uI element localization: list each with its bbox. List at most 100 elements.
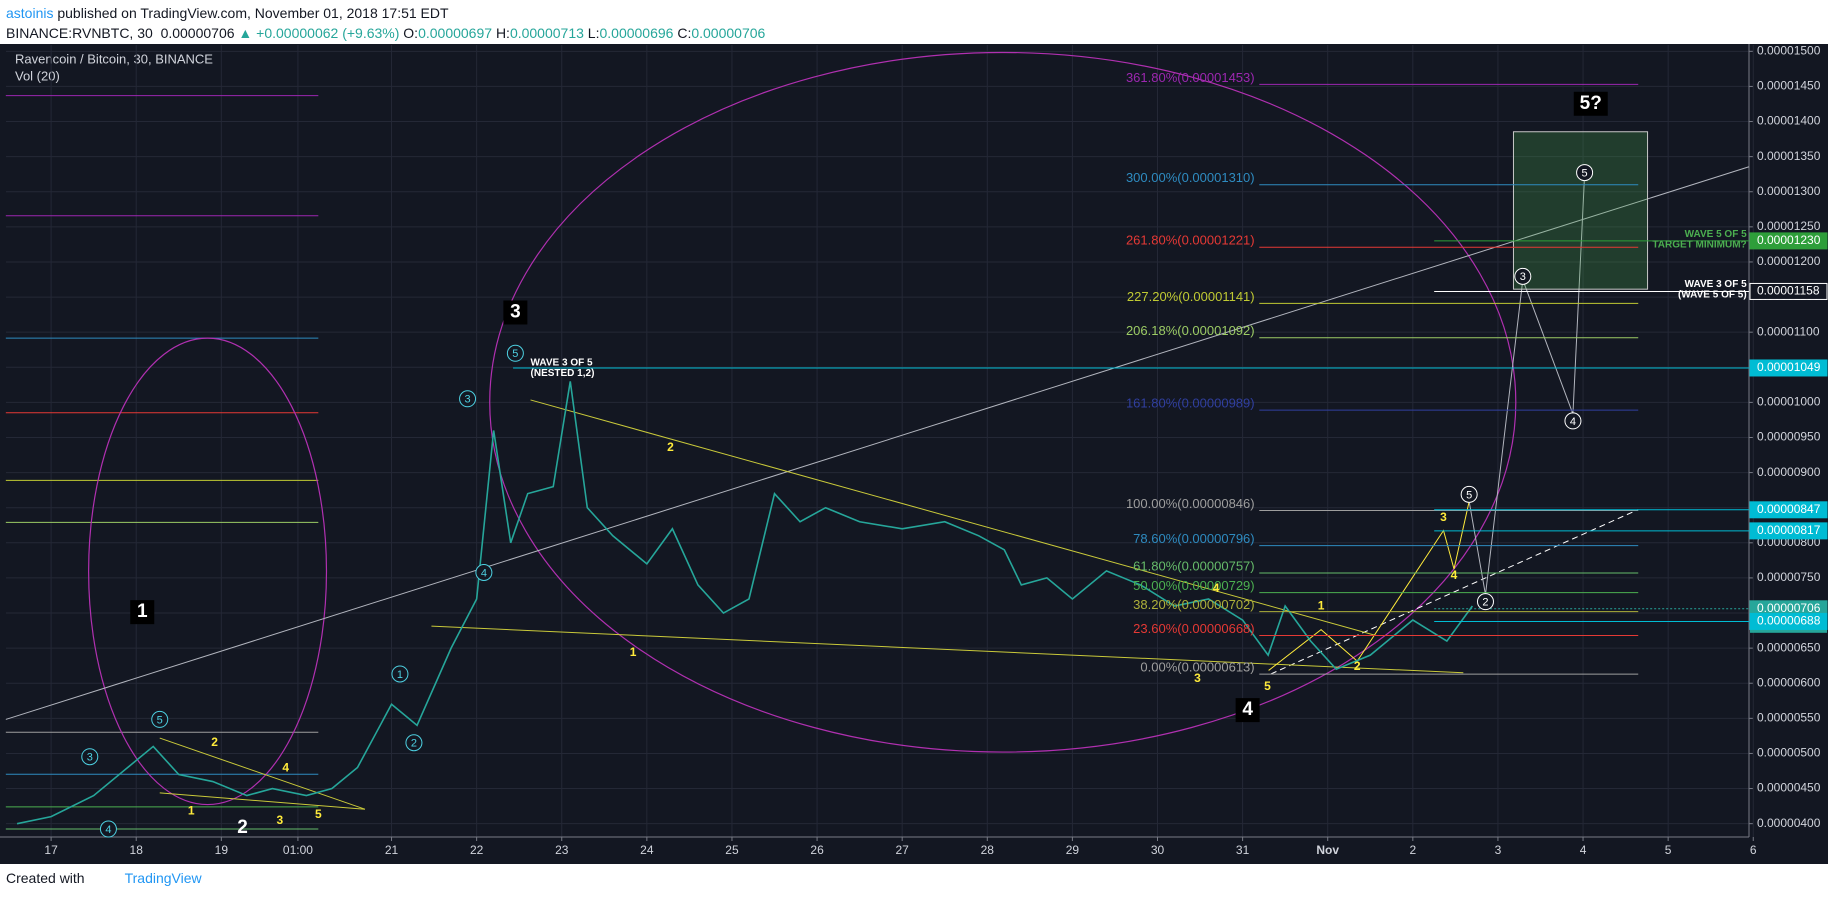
price-marker — [1749, 501, 1828, 519]
circled-label: 5 — [1582, 167, 1588, 179]
y-tick-label: 0.00000750 — [1757, 570, 1821, 584]
header: astoinis published on TradingView.com, N… — [6, 3, 765, 43]
price-marker-label: 0.00000706 — [1757, 601, 1821, 615]
x-tick-label: 30 — [1151, 843, 1165, 857]
x-tick-label: 6 — [1750, 843, 1757, 857]
wave-circle — [99, 820, 117, 838]
circled-label: 3 — [1520, 271, 1526, 283]
circled-label: 5 — [1466, 489, 1472, 501]
x-tick-label: 3 — [1495, 843, 1502, 857]
x-tick-label: 19 — [215, 843, 229, 857]
wave-label: 4 — [1213, 581, 1220, 595]
fib-label: 361.80%(0.00001453) — [1126, 70, 1255, 85]
x-tick-label: 24 — [640, 843, 654, 857]
drawing — [1512, 131, 1649, 290]
note: (NESTED 1,2) — [531, 368, 595, 379]
author[interactable]: astoinis — [6, 5, 54, 21]
circled-label: 5 — [512, 348, 518, 360]
price-marker-label: 0.00000817 — [1757, 523, 1821, 537]
big-label: 3 — [510, 302, 521, 323]
x-tick-label: Nov — [1316, 843, 1339, 857]
fib-label: 78.60%(0.00000796) — [1133, 531, 1254, 546]
x-tick-label: 4 — [1580, 843, 1587, 857]
wave-label: 1 — [1318, 598, 1325, 612]
big-label-box — [130, 600, 155, 625]
price-marker-label: 0.00000847 — [1757, 502, 1821, 516]
price-marker-label: 0.00001158 — [1757, 284, 1820, 298]
note: (WAVE 5 OF 5) — [1678, 290, 1747, 301]
drawing — [159, 792, 365, 810]
brand[interactable]: TradingView — [124, 870, 202, 886]
y-tick-label: 0.00001350 — [1757, 149, 1821, 163]
price-marker — [1749, 612, 1828, 630]
y-tick-label: 0.00001000 — [1757, 395, 1821, 409]
drawing — [159, 737, 366, 810]
high: 0.00000713 — [509, 25, 584, 41]
circled-label: 3 — [87, 752, 93, 764]
x-tick-label: 18 — [130, 843, 144, 857]
drawing — [5, 166, 1750, 720]
l-label: L: — [587, 25, 600, 41]
price-marker — [1749, 522, 1828, 540]
fib-label: 0.00%(0.00000613) — [1140, 660, 1254, 675]
x-tick-label: 22 — [470, 843, 484, 857]
y-tick-label: 0.00000900 — [1757, 465, 1821, 479]
price-marker-label: 0.00001049 — [1757, 360, 1821, 374]
symbol: BINANCE:RVNBTC, 30 — [6, 25, 153, 41]
circled-label: 4 — [1570, 416, 1576, 428]
y-tick-label: 0.00000550 — [1757, 711, 1821, 725]
note: TARGET MINIMUM? — [1652, 240, 1746, 251]
drawing — [489, 51, 1517, 753]
fib-label: 206.18%(0.00001092) — [1126, 323, 1255, 338]
wave-circle — [1460, 485, 1478, 503]
wave-label: 3 — [1194, 671, 1201, 685]
x-tick-label: 29 — [1066, 843, 1080, 857]
quote-line: BINANCE:RVNBTC, 30 0.00000706 ▲ +0.00000… — [6, 23, 765, 43]
footer: Created with TradingView — [6, 870, 202, 886]
wave-circle — [391, 665, 409, 683]
wave-label: 2 — [667, 440, 674, 454]
open: 0.00000697 — [418, 25, 493, 41]
created: Created with — [6, 870, 85, 886]
drawing — [431, 625, 1464, 674]
fib-label: 38.20%(0.00000702) — [1133, 597, 1254, 612]
circled-label: 4 — [105, 824, 111, 836]
big-label-box — [1235, 698, 1260, 723]
fib-label: 300.00%(0.00001310) — [1126, 170, 1255, 185]
low: 0.00000696 — [599, 25, 674, 41]
c-label: C: — [677, 25, 692, 41]
price-line — [16, 381, 1474, 825]
big-label: 5? — [1580, 93, 1602, 114]
x-tick-label: 28 — [981, 843, 995, 857]
price-marker — [1749, 282, 1828, 300]
drawing — [530, 399, 1377, 636]
wave-label: 4 — [1451, 568, 1458, 582]
drawing — [1268, 501, 1470, 671]
fib-label: 50.00%(0.00000729) — [1133, 578, 1254, 593]
wave-circle — [1576, 164, 1594, 182]
fib-label: 227.20%(0.00001141) — [1127, 289, 1255, 304]
note: WAVE 3 OF 5 — [1685, 279, 1747, 290]
y-tick-label: 0.00001500 — [1757, 44, 1821, 57]
y-tick-label: 0.00000400 — [1757, 816, 1821, 830]
fib-label: 100.00%(0.00000846) — [1126, 496, 1255, 511]
y-tick-label: 0.00000600 — [1757, 675, 1821, 689]
x-tick-label: 21 — [385, 843, 399, 857]
fib-label: 261.80%(0.00001221) — [1126, 233, 1255, 248]
wave-label: 5 — [315, 807, 322, 821]
wave-circle — [151, 710, 169, 728]
wave-label: 1 — [630, 645, 637, 659]
chart-title: Ravencoin / Bitcoin, 30, BINANCE — [15, 51, 213, 66]
circled-label: 2 — [411, 738, 417, 750]
fib-label: 23.60%(0.00000668) — [1133, 621, 1254, 636]
drawing — [1270, 509, 1639, 675]
x-tick-label: 01:00 — [283, 843, 313, 857]
y-tick-label: 0.00001200 — [1757, 254, 1821, 268]
wave-label: 4 — [282, 761, 289, 775]
y-tick-label: 0.00001250 — [1757, 219, 1821, 233]
chart-subtitle: Vol (20) — [15, 68, 60, 83]
wave-circle — [1476, 593, 1494, 611]
circled-label: 5 — [157, 714, 163, 726]
fib-label: 161.80%(0.00000989) — [1126, 396, 1255, 411]
wave-label: 2 — [1354, 659, 1361, 673]
